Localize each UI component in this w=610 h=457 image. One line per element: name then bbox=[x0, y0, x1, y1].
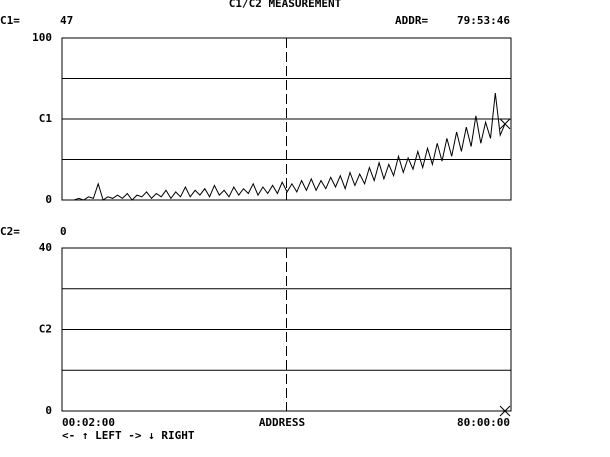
readout-label: C2= bbox=[0, 225, 20, 238]
cursor-marker bbox=[499, 405, 511, 417]
title: C1/C2 MEASUREMENT bbox=[229, 0, 342, 10]
y-tick-label: 0 bbox=[45, 193, 52, 206]
data-line bbox=[73, 93, 506, 201]
cursor-marker bbox=[499, 118, 511, 130]
readout-value: 0 bbox=[60, 225, 67, 238]
y-tick-label: 0 bbox=[45, 404, 52, 417]
y-tick-label: 40 bbox=[39, 241, 52, 254]
addr-label: ADDR= bbox=[395, 14, 428, 27]
key-hint: <- ↑ LEFT -> ↓ RIGHT bbox=[62, 429, 195, 442]
addr-value: 79:53:46 bbox=[457, 14, 510, 27]
y-tick-label: 100 bbox=[32, 31, 52, 44]
x-start: 00:02:00 bbox=[62, 416, 115, 429]
y-tick-label: C1 bbox=[39, 112, 53, 125]
x-label: ADDRESS bbox=[259, 416, 305, 429]
readout-label: C1= bbox=[0, 14, 20, 27]
x-end: 80:00:00 bbox=[457, 416, 510, 429]
y-tick-label: C2 bbox=[39, 323, 52, 336]
readout-value: 47 bbox=[60, 14, 73, 27]
